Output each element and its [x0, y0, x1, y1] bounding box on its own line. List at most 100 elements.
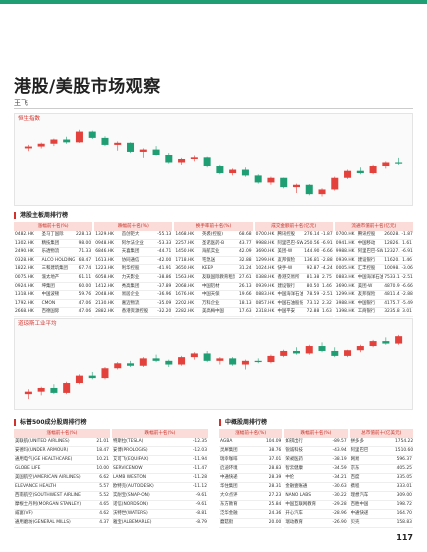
table-row: 网易 596.37 [349, 456, 413, 465]
table-cell: 9988.HK [255, 240, 275, 246]
table-cell: 3650.HK [175, 266, 195, 272]
table-cell: 百胜中国 [350, 502, 369, 507]
table-cell: 东方教育 [220, 502, 238, 507]
candle-body [369, 166, 377, 174]
candle-body [165, 155, 173, 163]
table-cell: 309.00 [396, 493, 412, 498]
page-title: 港股/美股市场观察 [14, 77, 161, 97]
table-cell: 1792.HK [15, 300, 34, 306]
table-row: 京东 405.25 [349, 465, 413, 474]
table-cell: 0700.HK [335, 232, 355, 237]
table-cell: 0924.HK [15, 283, 34, 289]
candle-body [356, 346, 364, 351]
table-cell: 1.46 [402, 257, 412, 263]
table-cell: 405.25 [396, 466, 412, 471]
table-cell: 38.76 [268, 448, 282, 453]
table-cell: 28.31 [268, 484, 282, 489]
table-cell: 25.84 [268, 502, 282, 507]
table-cell: 荣昶医药 [285, 457, 303, 462]
table-row: 0075.HK 渝太地产 61.11 [14, 274, 93, 283]
table-cell: 1563.HK [175, 274, 195, 280]
table-row: 中伦 -34.21 [284, 474, 348, 483]
table-cell: 1223.HK [95, 266, 114, 272]
table-cell: GLOBE LIFE [15, 466, 41, 471]
candle-body [292, 184, 300, 188]
chart-title: 恒生指数 [18, 114, 41, 122]
page-number: 117 [396, 533, 413, 542]
table-cell: 0005.HK [335, 266, 355, 272]
table-cell: 1676.HK [175, 292, 195, 298]
table-cell: 5.57 [99, 484, 109, 489]
candle-body [203, 353, 211, 361]
table-cell: 21.01 [96, 439, 109, 444]
table-cell: 1024.HK [255, 266, 275, 272]
table-cell: 12826.82 [384, 240, 400, 246]
table-row: 1676.HK 中国天保 19.66 [174, 291, 253, 300]
table-cell: 1450.HK [175, 249, 195, 255]
table-header: 总市值前十(亿美元) [349, 429, 413, 438]
table-row: 6846.HK 天喜集团 -44.71 [94, 248, 173, 257]
table-cell: 雅宝(ALBEMARLE) [113, 520, 152, 525]
table-cell: 1299.HK [255, 257, 275, 263]
section-title: 港股主板周排行榜 [14, 212, 68, 219]
table-row: 2282.HK 美高梅中国 17.63 [174, 308, 253, 317]
candle-body [395, 162, 403, 164]
table-cell: 43.77 [238, 240, 252, 246]
table-cell: 0328.HK [15, 257, 34, 263]
table-row: 2048.HK 易居企业 -36.96 [94, 291, 173, 300]
table-cell: 欧特克(AUTODESK) [113, 484, 154, 489]
candle-body [267, 355, 275, 363]
candle-body [331, 350, 339, 356]
table-row: 蘑菇街 20.00 [219, 519, 283, 528]
candle-body [292, 350, 300, 354]
candle-body [331, 177, 339, 190]
table-cell: 1.63 [321, 309, 332, 315]
table-cell: 利华控股 [121, 266, 140, 272]
table-row: 0939.HK 建设银行 80.50 1.46 [254, 283, 333, 292]
table-cell: 1718.HK [175, 257, 195, 263]
table-row: 启迪环境 28.83 [219, 465, 283, 474]
table-row: 2882.HK 香港资源控股 -32.20 [94, 308, 173, 317]
candle-body [229, 169, 237, 174]
table-cell: 香港资源控股 [121, 309, 149, 315]
table-row: 1563.HK 友联国际教育租赁 27.61 [174, 274, 253, 283]
table-row: 1792.HK CMON 47.06 [14, 300, 93, 309]
table-cell: 2068.HK [175, 283, 195, 289]
table-cell: 1329.HK [95, 232, 114, 237]
table-cell: 72.88 [306, 309, 320, 315]
table-row: AGBA 104.09 [219, 438, 283, 447]
candlestick-chart: 恒生指数 [14, 113, 413, 206]
table-row: 0328.HK ALCO HOLDINGS 68.47 [14, 257, 93, 266]
table-row: 拼多多 1754.22 [349, 438, 413, 447]
table-row: NANO LABS -30.22 [284, 492, 348, 501]
table-row: 荣昶医药 -38.19 [284, 456, 348, 465]
top-band [0, 0, 427, 4]
chart-title: 道琼斯工业平均 [18, 319, 57, 327]
chart-frame [14, 318, 413, 410]
table-cell: -5.49 [401, 300, 413, 306]
table-cell: 12327.28 [384, 249, 400, 255]
table-cell: 1318.HK [15, 292, 34, 298]
candle-body [127, 363, 135, 366]
table-cell: 摩根士丹利(MORGAN STANLEY) [15, 502, 82, 507]
table-cell: 腾讯控股 [277, 232, 296, 237]
table-cell: -6.66 [321, 249, 333, 255]
table-cell: 2202.HK [175, 300, 195, 306]
table-row: 3650.HK KEEP 31.24 [174, 265, 253, 274]
table-row: 阿里巴巴 1510.60 [349, 447, 413, 456]
candle-body [152, 149, 160, 155]
table-cell: 协同通信 [121, 257, 140, 263]
table-row: 金融壹账通 -30.63 [284, 483, 348, 492]
table-cell: 京东 [350, 466, 360, 471]
table-cell: 24.36 [268, 511, 282, 516]
candle-body [24, 146, 32, 149]
table-row: 0700.HK 腾讯控股 276.14 -1.87 [254, 231, 333, 240]
table-row: 西南航空(SOUTHWEST AIRLINES) 5.52 [14, 492, 110, 501]
table-cell: 坤集团 [41, 283, 55, 289]
table-header: 成交金额前十名(亿元) [254, 222, 333, 231]
candle-body [318, 189, 326, 195]
table-row: 实耐宝(SNAP-ON) -9.61 [112, 492, 208, 501]
